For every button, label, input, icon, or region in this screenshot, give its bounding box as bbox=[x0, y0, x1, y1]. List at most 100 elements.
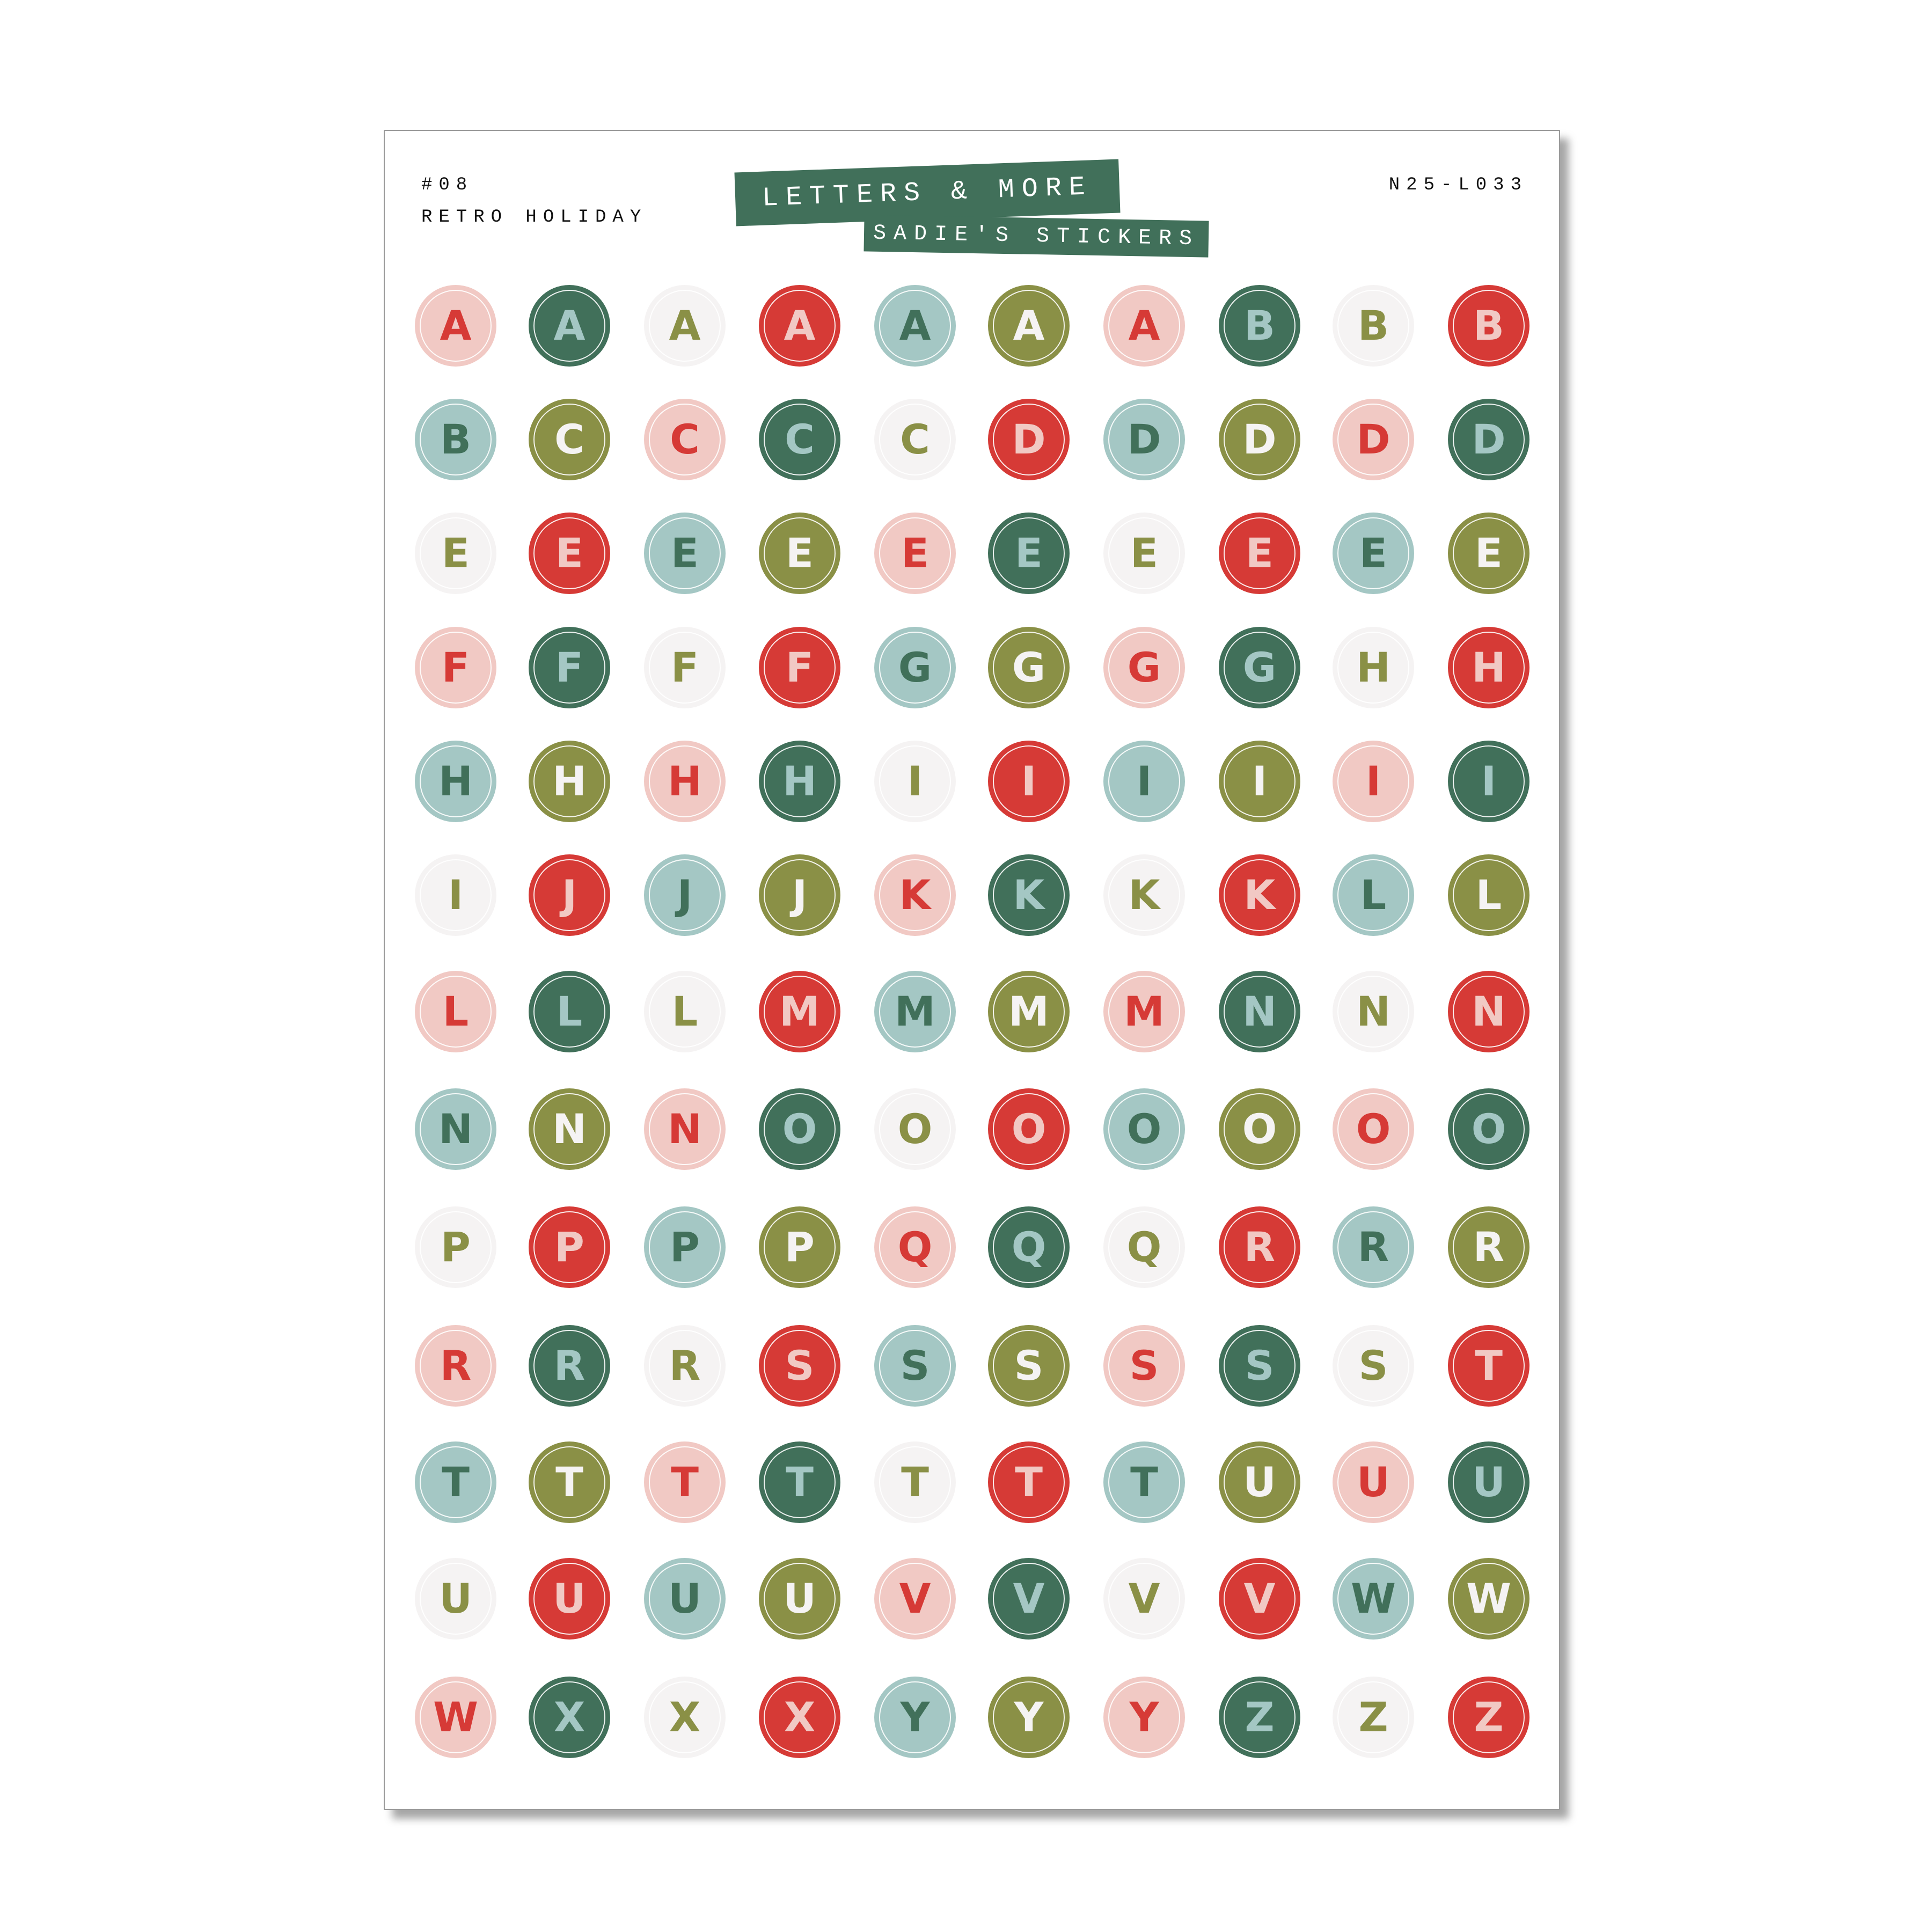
sticker-letter: R bbox=[1357, 1223, 1389, 1271]
sticker-letter: E bbox=[1246, 529, 1274, 577]
sticker-letter: V bbox=[1128, 1575, 1160, 1622]
letter-sticker: M bbox=[988, 971, 1070, 1052]
sticker-letter: I bbox=[1021, 757, 1037, 805]
sticker-letter: R bbox=[669, 1342, 701, 1389]
sticker-letter: O bbox=[1126, 1105, 1162, 1153]
sticker-letter: A bbox=[1013, 302, 1045, 349]
sticker-letter: I bbox=[448, 871, 464, 919]
sticker-letter: L bbox=[1360, 871, 1387, 919]
letter-sticker: R bbox=[1448, 1206, 1529, 1288]
sticker-letter: O bbox=[1242, 1105, 1277, 1153]
sticker-letter: T bbox=[555, 1458, 583, 1506]
sheet-number: #08 bbox=[421, 175, 474, 195]
letter-sticker: Y bbox=[874, 1677, 956, 1758]
letter-sticker: G bbox=[1219, 627, 1300, 708]
sticker-letter: L bbox=[1475, 871, 1502, 919]
letter-sticker: G bbox=[988, 627, 1070, 708]
letter-sticker: E bbox=[529, 513, 610, 594]
sticker-letter: H bbox=[438, 757, 473, 805]
letter-sticker: K bbox=[988, 854, 1070, 936]
sticker-letter: U bbox=[553, 1575, 586, 1622]
letter-sticker: S bbox=[1219, 1325, 1300, 1407]
sticker-letter: V bbox=[1243, 1575, 1276, 1622]
sticker-letter: R bbox=[1473, 1223, 1505, 1271]
letter-sticker: J bbox=[759, 854, 840, 936]
letter-sticker: U bbox=[759, 1558, 840, 1640]
letter-sticker: K bbox=[1103, 854, 1185, 936]
letter-sticker: A bbox=[1103, 285, 1185, 367]
letter-sticker: F bbox=[759, 627, 840, 708]
letter-sticker: I bbox=[874, 741, 956, 822]
letter-sticker: L bbox=[415, 971, 496, 1052]
sticker-letter: E bbox=[442, 529, 470, 577]
letter-sticker: Z bbox=[1219, 1677, 1300, 1758]
letter-sticker: N bbox=[1219, 971, 1300, 1052]
letter-sticker: E bbox=[1103, 513, 1185, 594]
letter-sticker: H bbox=[1333, 627, 1414, 708]
letter-sticker: W bbox=[1448, 1558, 1529, 1640]
letter-sticker: D bbox=[1103, 399, 1185, 480]
letter-sticker: H bbox=[1448, 627, 1529, 708]
letter-sticker: U bbox=[644, 1558, 726, 1640]
letter-sticker: M bbox=[759, 971, 840, 1052]
letter-sticker: O bbox=[759, 1088, 840, 1170]
letter-sticker: G bbox=[1103, 627, 1185, 708]
sticker-letter: P bbox=[670, 1223, 700, 1271]
sticker-letter: F bbox=[786, 643, 814, 691]
sticker-letter: A bbox=[899, 302, 931, 349]
letter-sticker: B bbox=[415, 399, 496, 480]
letter-sticker: A bbox=[529, 285, 610, 367]
letter-sticker: R bbox=[415, 1325, 496, 1407]
letter-sticker: M bbox=[874, 971, 956, 1052]
letter-sticker: O bbox=[1448, 1088, 1529, 1170]
letter-sticker: N bbox=[644, 1088, 726, 1170]
letter-sticker: N bbox=[415, 1088, 496, 1170]
letter-sticker: F bbox=[529, 627, 610, 708]
letter-sticker: V bbox=[988, 1558, 1070, 1640]
sticker-letter: N bbox=[552, 1105, 587, 1153]
letter-sticker: I bbox=[988, 741, 1070, 822]
letter-sticker: Q bbox=[1103, 1206, 1185, 1288]
letter-sticker: E bbox=[874, 513, 956, 594]
sticker-letter: U bbox=[1243, 1458, 1276, 1506]
sticker-letter: C bbox=[670, 415, 700, 463]
sticker-letter: S bbox=[1129, 1342, 1159, 1389]
sticker-letter: B bbox=[1358, 302, 1389, 349]
sticker-letter: J bbox=[561, 871, 577, 919]
brand-banner: SADIE'S STICKERS bbox=[863, 215, 1209, 258]
letter-sticker: S bbox=[874, 1325, 956, 1407]
sticker-letter: C bbox=[554, 415, 584, 463]
sticker-letter: S bbox=[785, 1342, 815, 1389]
letter-sticker: W bbox=[415, 1677, 496, 1758]
sticker-letter: A bbox=[669, 302, 701, 349]
sticker-letter: V bbox=[899, 1575, 931, 1622]
letter-sticker: S bbox=[759, 1325, 840, 1407]
letter-sticker: M bbox=[1103, 971, 1185, 1052]
letter-sticker: T bbox=[1103, 1441, 1185, 1523]
sticker-letter: I bbox=[1481, 757, 1497, 805]
letter-sticker: E bbox=[1219, 513, 1300, 594]
letter-sticker: I bbox=[1219, 741, 1300, 822]
sticker-letter: H bbox=[782, 757, 817, 805]
sticker-letter: T bbox=[671, 1458, 699, 1506]
letter-sticker: U bbox=[529, 1558, 610, 1640]
letter-sticker: T bbox=[759, 1441, 840, 1523]
letter-sticker: A bbox=[988, 285, 1070, 367]
letter-sticker: X bbox=[644, 1677, 726, 1758]
letter-sticker: U bbox=[415, 1558, 496, 1640]
letter-sticker: Y bbox=[1103, 1677, 1185, 1758]
sticker-letter: C bbox=[900, 415, 930, 463]
letter-sticker: O bbox=[1333, 1088, 1414, 1170]
letter-sticker: H bbox=[415, 741, 496, 822]
sticker-letter: E bbox=[1475, 529, 1503, 577]
letter-sticker: E bbox=[1448, 513, 1529, 594]
letter-sticker: I bbox=[1103, 741, 1185, 822]
sticker-letter: D bbox=[1012, 415, 1046, 463]
sticker-letter: K bbox=[1013, 871, 1045, 919]
letter-sticker: N bbox=[529, 1088, 610, 1170]
sticker-letter: S bbox=[1245, 1342, 1275, 1389]
sticker-letter: N bbox=[668, 1105, 702, 1153]
sticker-letter: O bbox=[1471, 1105, 1506, 1153]
letter-sticker: O bbox=[1219, 1088, 1300, 1170]
sticker-letter: G bbox=[1012, 643, 1046, 691]
